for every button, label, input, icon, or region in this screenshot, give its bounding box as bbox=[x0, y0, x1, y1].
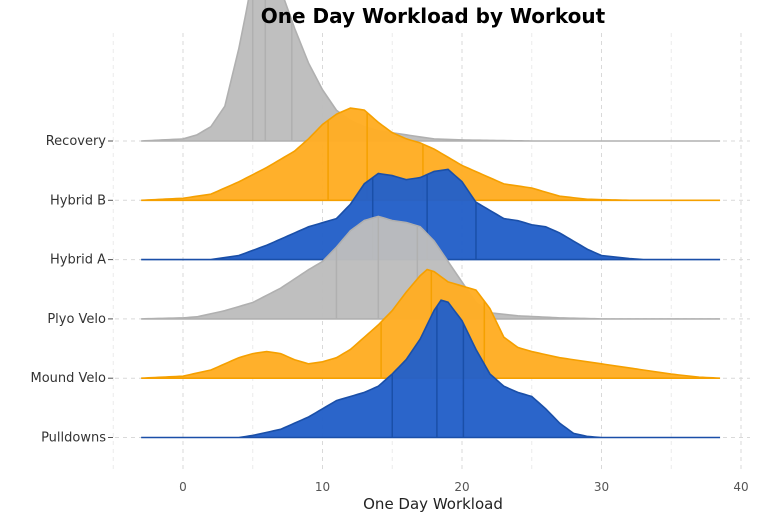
y-tick-label: Pulldowns bbox=[41, 431, 106, 446]
x-tick-label: 0 bbox=[179, 480, 187, 494]
ridge-area bbox=[141, 107, 721, 202]
x-tick-label: 10 bbox=[315, 480, 330, 494]
ridges bbox=[141, 0, 721, 439]
ridge-area bbox=[141, 215, 721, 320]
y-tick-label: Plyo Velo bbox=[47, 312, 106, 327]
y-axis-ticks: Recovery Hybrid B Hybrid A Plyo Velo Mound V… bbox=[31, 134, 113, 446]
y-tick-label: Hybrid A bbox=[50, 253, 106, 268]
x-tick-label: 30 bbox=[594, 480, 609, 494]
ridge-recovery bbox=[141, 0, 721, 142]
x-tick-label: 40 bbox=[733, 480, 748, 494]
x-axis-label: One Day Workload bbox=[363, 495, 503, 513]
ridge-area bbox=[141, 299, 721, 439]
x-axis-ticks: 0 10 20 30 40 bbox=[179, 480, 748, 494]
y-tick-label: Hybrid B bbox=[50, 193, 106, 208]
ridge-area bbox=[141, 168, 721, 261]
ridge-area bbox=[141, 0, 721, 142]
ridge-pulldowns bbox=[141, 299, 721, 439]
y-tick-label: Recovery bbox=[46, 134, 107, 149]
x-tick-label: 20 bbox=[454, 480, 469, 494]
ridge-plyo-velo bbox=[141, 215, 721, 320]
y-tick-label: Mound Velo bbox=[31, 371, 107, 386]
chart-title: One Day Workload by Workout bbox=[261, 4, 606, 28]
